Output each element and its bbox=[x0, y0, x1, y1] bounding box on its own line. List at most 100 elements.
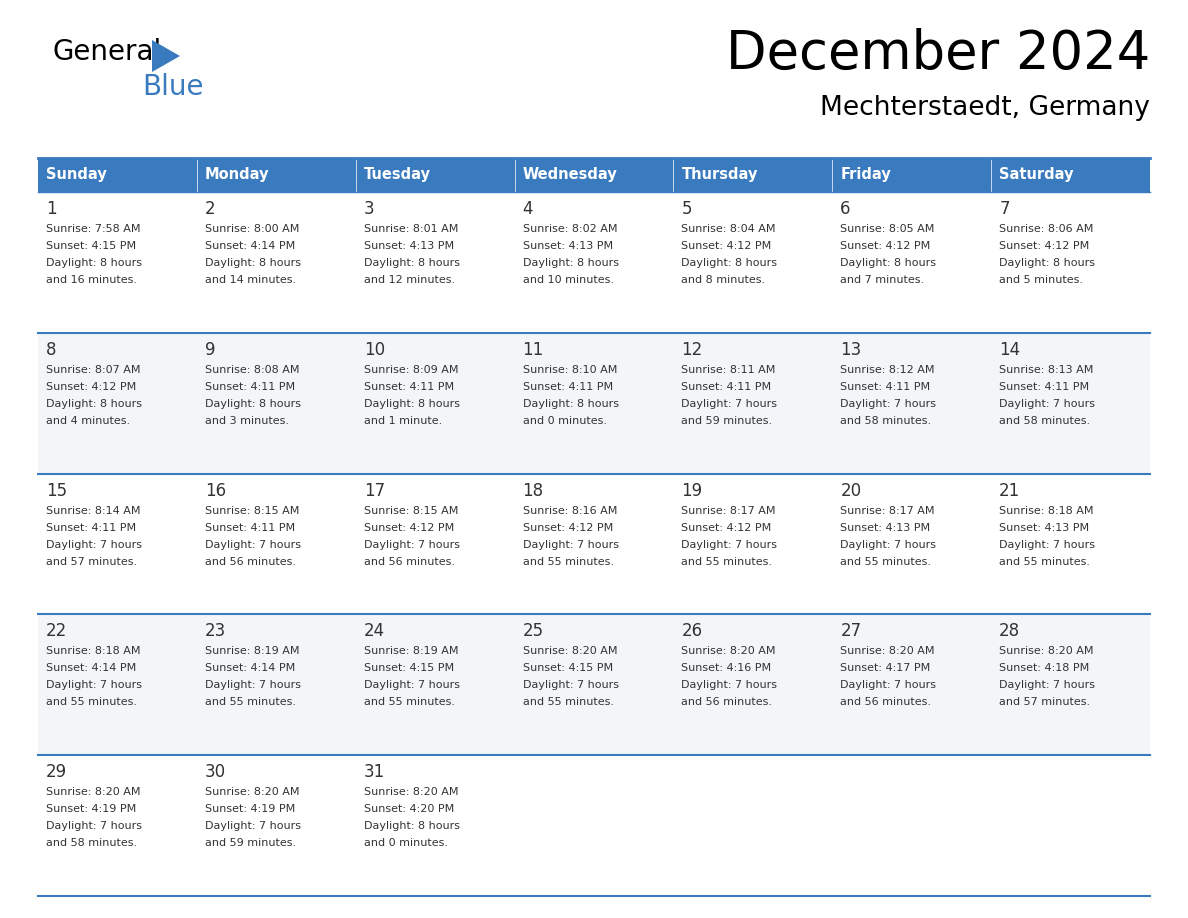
Text: 23: 23 bbox=[204, 622, 226, 641]
Text: Daylight: 7 hours: Daylight: 7 hours bbox=[682, 540, 777, 550]
Text: and 55 minutes.: and 55 minutes. bbox=[46, 698, 137, 708]
Text: Daylight: 7 hours: Daylight: 7 hours bbox=[204, 540, 301, 550]
Text: Sunrise: 8:10 AM: Sunrise: 8:10 AM bbox=[523, 364, 617, 375]
Bar bbox=[197, 158, 355, 192]
Text: Sunrise: 8:20 AM: Sunrise: 8:20 AM bbox=[999, 646, 1094, 656]
Text: and 3 minutes.: and 3 minutes. bbox=[204, 416, 289, 426]
Polygon shape bbox=[152, 40, 181, 72]
Text: and 55 minutes.: and 55 minutes. bbox=[523, 556, 613, 566]
Bar bbox=[514, 158, 674, 192]
Text: Daylight: 8 hours: Daylight: 8 hours bbox=[46, 258, 143, 268]
Text: Sunset: 4:11 PM: Sunset: 4:11 PM bbox=[523, 382, 613, 392]
Text: 31: 31 bbox=[364, 763, 385, 781]
Text: Sunrise: 8:04 AM: Sunrise: 8:04 AM bbox=[682, 224, 776, 234]
Text: Sunset: 4:12 PM: Sunset: 4:12 PM bbox=[682, 241, 772, 251]
Text: and 57 minutes.: and 57 minutes. bbox=[46, 556, 137, 566]
Text: Sunrise: 8:20 AM: Sunrise: 8:20 AM bbox=[364, 788, 459, 797]
Text: Sunrise: 8:19 AM: Sunrise: 8:19 AM bbox=[204, 646, 299, 656]
Text: Sunrise: 8:18 AM: Sunrise: 8:18 AM bbox=[46, 646, 140, 656]
Text: Sunrise: 8:16 AM: Sunrise: 8:16 AM bbox=[523, 506, 617, 516]
Text: Sunset: 4:13 PM: Sunset: 4:13 PM bbox=[999, 522, 1089, 532]
Text: and 8 minutes.: and 8 minutes. bbox=[682, 275, 765, 285]
Text: and 56 minutes.: and 56 minutes. bbox=[840, 698, 931, 708]
Text: Sunrise: 8:14 AM: Sunrise: 8:14 AM bbox=[46, 506, 140, 516]
Text: 7: 7 bbox=[999, 200, 1010, 218]
Text: and 55 minutes.: and 55 minutes. bbox=[204, 698, 296, 708]
Text: Sunset: 4:19 PM: Sunset: 4:19 PM bbox=[204, 804, 295, 814]
Text: Tuesday: Tuesday bbox=[364, 167, 431, 183]
Text: and 56 minutes.: and 56 minutes. bbox=[682, 698, 772, 708]
Text: Sunset: 4:16 PM: Sunset: 4:16 PM bbox=[682, 664, 771, 674]
Text: Sunrise: 8:17 AM: Sunrise: 8:17 AM bbox=[840, 506, 935, 516]
Text: Sunday: Sunday bbox=[46, 167, 107, 183]
Text: 4: 4 bbox=[523, 200, 533, 218]
Text: Sunset: 4:12 PM: Sunset: 4:12 PM bbox=[364, 522, 454, 532]
Text: and 0 minutes.: and 0 minutes. bbox=[523, 416, 607, 426]
Text: and 57 minutes.: and 57 minutes. bbox=[999, 698, 1091, 708]
Text: Sunrise: 8:20 AM: Sunrise: 8:20 AM bbox=[204, 788, 299, 797]
Text: 6: 6 bbox=[840, 200, 851, 218]
Text: Sunset: 4:14 PM: Sunset: 4:14 PM bbox=[46, 664, 137, 674]
Text: Sunset: 4:20 PM: Sunset: 4:20 PM bbox=[364, 804, 454, 814]
Text: 20: 20 bbox=[840, 482, 861, 499]
Text: 29: 29 bbox=[46, 763, 68, 781]
Text: and 59 minutes.: and 59 minutes. bbox=[204, 838, 296, 848]
Text: 15: 15 bbox=[46, 482, 68, 499]
Text: 18: 18 bbox=[523, 482, 544, 499]
Text: Sunrise: 8:13 AM: Sunrise: 8:13 AM bbox=[999, 364, 1093, 375]
Text: Sunrise: 7:58 AM: Sunrise: 7:58 AM bbox=[46, 224, 140, 234]
Text: 17: 17 bbox=[364, 482, 385, 499]
Text: Daylight: 8 hours: Daylight: 8 hours bbox=[204, 398, 301, 409]
Text: General: General bbox=[52, 38, 162, 66]
Bar bbox=[38, 192, 1150, 333]
Text: Sunset: 4:11 PM: Sunset: 4:11 PM bbox=[364, 382, 454, 392]
Text: and 4 minutes.: and 4 minutes. bbox=[46, 416, 131, 426]
Text: Daylight: 8 hours: Daylight: 8 hours bbox=[364, 258, 460, 268]
Text: Sunrise: 8:06 AM: Sunrise: 8:06 AM bbox=[999, 224, 1093, 234]
Text: Daylight: 7 hours: Daylight: 7 hours bbox=[999, 398, 1095, 409]
Text: Daylight: 8 hours: Daylight: 8 hours bbox=[523, 258, 619, 268]
Text: Daylight: 7 hours: Daylight: 7 hours bbox=[840, 680, 936, 690]
Bar bbox=[38, 158, 197, 192]
Text: Sunrise: 8:15 AM: Sunrise: 8:15 AM bbox=[204, 506, 299, 516]
Text: Sunset: 4:14 PM: Sunset: 4:14 PM bbox=[204, 664, 295, 674]
Text: and 5 minutes.: and 5 minutes. bbox=[999, 275, 1083, 285]
Text: and 56 minutes.: and 56 minutes. bbox=[364, 556, 455, 566]
Text: and 55 minutes.: and 55 minutes. bbox=[523, 698, 613, 708]
Text: Sunset: 4:13 PM: Sunset: 4:13 PM bbox=[840, 522, 930, 532]
Text: and 55 minutes.: and 55 minutes. bbox=[364, 698, 455, 708]
Text: Sunrise: 8:08 AM: Sunrise: 8:08 AM bbox=[204, 364, 299, 375]
Text: 16: 16 bbox=[204, 482, 226, 499]
Text: 11: 11 bbox=[523, 341, 544, 359]
Text: Daylight: 7 hours: Daylight: 7 hours bbox=[999, 540, 1095, 550]
Text: and 58 minutes.: and 58 minutes. bbox=[46, 838, 137, 848]
Text: 10: 10 bbox=[364, 341, 385, 359]
Text: Daylight: 8 hours: Daylight: 8 hours bbox=[364, 398, 460, 409]
Text: Daylight: 7 hours: Daylight: 7 hours bbox=[364, 680, 460, 690]
Text: Daylight: 7 hours: Daylight: 7 hours bbox=[523, 680, 619, 690]
Text: Sunset: 4:12 PM: Sunset: 4:12 PM bbox=[840, 241, 930, 251]
Text: Sunset: 4:13 PM: Sunset: 4:13 PM bbox=[364, 241, 454, 251]
Text: Daylight: 7 hours: Daylight: 7 hours bbox=[46, 680, 143, 690]
Text: Sunrise: 8:09 AM: Sunrise: 8:09 AM bbox=[364, 364, 459, 375]
Text: Wednesday: Wednesday bbox=[523, 167, 618, 183]
Text: and 56 minutes.: and 56 minutes. bbox=[204, 556, 296, 566]
Text: 21: 21 bbox=[999, 482, 1020, 499]
Text: Daylight: 7 hours: Daylight: 7 hours bbox=[840, 540, 936, 550]
Text: Sunset: 4:15 PM: Sunset: 4:15 PM bbox=[46, 241, 137, 251]
Text: and 58 minutes.: and 58 minutes. bbox=[840, 416, 931, 426]
Text: 22: 22 bbox=[46, 622, 68, 641]
Text: 14: 14 bbox=[999, 341, 1020, 359]
Text: and 59 minutes.: and 59 minutes. bbox=[682, 416, 772, 426]
Text: 8: 8 bbox=[46, 341, 57, 359]
Text: Sunrise: 8:18 AM: Sunrise: 8:18 AM bbox=[999, 506, 1094, 516]
Text: Daylight: 7 hours: Daylight: 7 hours bbox=[840, 398, 936, 409]
Bar bbox=[833, 158, 991, 192]
Text: December 2024: December 2024 bbox=[726, 28, 1150, 80]
Text: and 58 minutes.: and 58 minutes. bbox=[999, 416, 1091, 426]
Text: Daylight: 8 hours: Daylight: 8 hours bbox=[46, 398, 143, 409]
Text: and 1 minute.: and 1 minute. bbox=[364, 416, 442, 426]
Text: and 55 minutes.: and 55 minutes. bbox=[840, 556, 931, 566]
Text: Sunrise: 8:11 AM: Sunrise: 8:11 AM bbox=[682, 364, 776, 375]
Text: Sunset: 4:17 PM: Sunset: 4:17 PM bbox=[840, 664, 930, 674]
